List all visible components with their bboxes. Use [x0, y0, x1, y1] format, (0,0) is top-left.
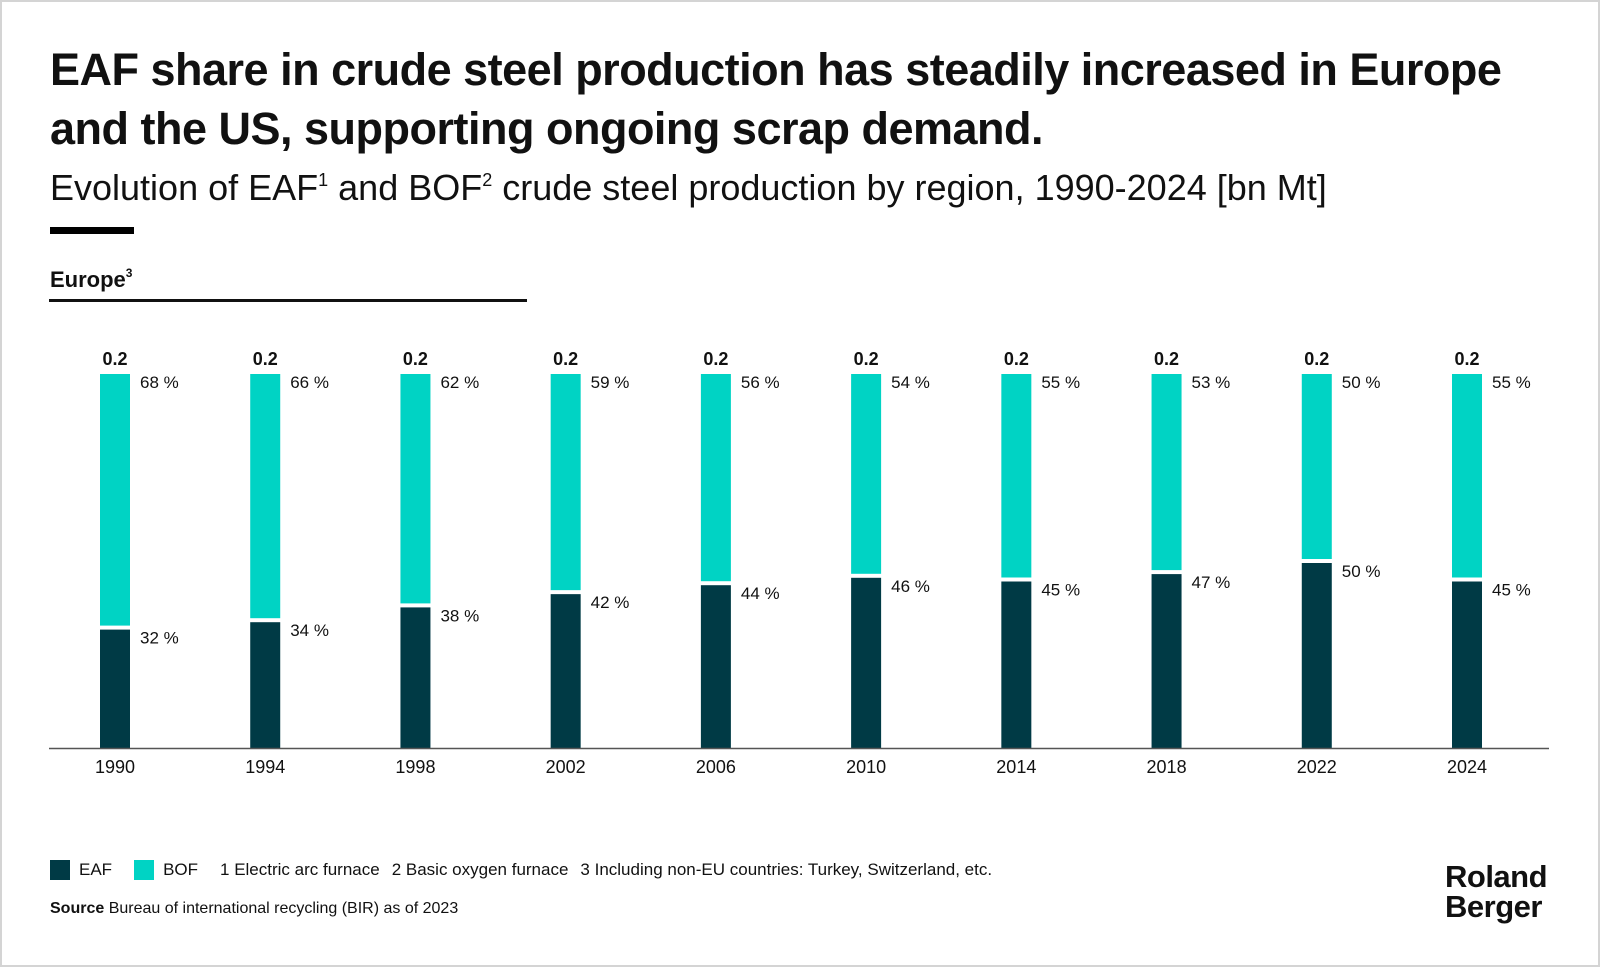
legend-swatch-bof	[134, 860, 155, 880]
eaf-share-label: 45 %	[1041, 581, 1080, 600]
legend-item-eaf: EAF	[50, 860, 112, 880]
total-label: 0.2	[102, 349, 127, 369]
bar-eaf-2010	[851, 577, 882, 748]
source-note: Source Bureau of international recycling…	[50, 900, 458, 918]
eaf-share-label: 32 %	[140, 629, 179, 648]
chart-title: EAF share in crude steel production has …	[50, 44, 1502, 154]
subtitle-footnote-1: 1	[318, 170, 329, 190]
footnote-2: 2 Basic oxygen furnace	[391, 860, 569, 879]
bar-eaf-2022	[1301, 563, 1332, 748]
bar-bof-2010	[851, 374, 882, 574]
x-tick-label: 2014	[996, 757, 1036, 777]
bof-share-label: 55 %	[1041, 373, 1080, 392]
bar-bof-2014	[1001, 374, 1032, 578]
eaf-share-label: 34 %	[290, 621, 329, 640]
subtitle-footnote-2: 2	[482, 170, 493, 190]
eaf-share-label: 47 %	[1192, 573, 1231, 592]
bof-share-label: 62 %	[440, 373, 479, 392]
bof-share-label: 55 %	[1492, 373, 1531, 392]
bar-eaf-1990	[100, 629, 130, 748]
bof-share-label: 53 %	[1192, 373, 1231, 392]
x-tick-label: 1990	[95, 757, 135, 777]
bar-eaf-2014	[1001, 581, 1032, 748]
subtitle-part-a: Evolution of EAF	[50, 167, 319, 208]
bar-bof-1990	[100, 374, 130, 626]
x-tick-label: 2010	[846, 757, 886, 777]
total-label: 0.2	[703, 349, 728, 369]
bar-bof-1998	[400, 374, 431, 604]
bof-share-label: 59 %	[591, 373, 630, 392]
x-tick-label: 1998	[395, 757, 435, 777]
total-label: 0.2	[403, 349, 428, 369]
source-text: Bureau of international recycling (BIR) …	[104, 900, 459, 917]
bar-eaf-2006	[700, 585, 731, 748]
chart-subtitle: Evolution of EAF1 and BOF2 crude steel p…	[50, 158, 1570, 210]
bar-bof-1994	[250, 374, 281, 619]
bar-eaf-2002	[550, 594, 581, 748]
bar-bof-2002	[550, 374, 581, 591]
x-tick-label: 1994	[245, 757, 285, 777]
eaf-share-label: 45 %	[1492, 581, 1531, 600]
bof-share-label: 56 %	[741, 373, 780, 392]
legend: EAF BOF 1 Electric arc furnace 2 Basic o…	[50, 860, 1004, 880]
title-accent-rule	[50, 227, 134, 234]
bar-eaf-2018	[1151, 574, 1182, 748]
total-label: 0.2	[854, 349, 879, 369]
source-label: Source	[50, 900, 105, 917]
logo-line-1: Roland	[1445, 859, 1548, 894]
bar-bof-2024	[1452, 374, 1482, 578]
eaf-share-label: 44 %	[741, 584, 780, 603]
x-tick-label: 2002	[546, 757, 586, 777]
legend-swatch-eaf	[50, 860, 70, 880]
legend-label-bof: BOF	[163, 860, 199, 879]
x-tick-label: 2006	[696, 757, 736, 777]
x-tick-label: 2024	[1447, 757, 1487, 777]
eaf-share-label: 42 %	[591, 593, 630, 612]
region-underline	[49, 299, 527, 302]
logo-line-2: Berger	[1445, 889, 1542, 924]
roland-berger-logo: Roland Berger	[1445, 859, 1548, 924]
legend-label-eaf: EAF	[79, 860, 113, 879]
bof-share-label: 54 %	[891, 373, 930, 392]
bar-eaf-1994	[250, 622, 281, 748]
footnote-1: 1 Electric arc furnace	[220, 860, 380, 879]
bar-bof-2006	[700, 374, 731, 582]
bof-share-label: 50 %	[1342, 373, 1381, 392]
eaf-share-label: 46 %	[891, 577, 930, 596]
total-label: 0.2	[1304, 349, 1329, 369]
x-tick-label: 2022	[1297, 757, 1337, 777]
region-label: Europe	[50, 267, 126, 292]
total-label: 0.2	[553, 349, 578, 369]
region-heading: Europe3	[50, 266, 132, 293]
subtitle-part-b: and BOF	[328, 167, 483, 208]
region-footnote: 3	[125, 266, 133, 280]
total-label: 0.2	[1154, 349, 1179, 369]
eaf-share-label: 38 %	[440, 606, 479, 625]
bof-share-label: 66 %	[290, 373, 329, 392]
total-label: 0.2	[253, 349, 278, 369]
subtitle-part-c: crude steel production by region, 1990-2…	[492, 167, 1327, 208]
total-label: 0.2	[1004, 349, 1029, 369]
legend-item-bof: BOF	[134, 860, 198, 880]
x-tick-label: 2018	[1147, 757, 1187, 777]
bar-eaf-2024	[1452, 581, 1482, 748]
bof-share-label: 68 %	[140, 373, 179, 392]
total-label: 0.2	[1454, 349, 1479, 369]
bar-bof-2022	[1301, 374, 1332, 559]
bar-eaf-1998	[400, 607, 431, 748]
eaf-share-label: 50 %	[1342, 562, 1381, 581]
bar-bof-2018	[1151, 374, 1182, 571]
footnote-3: 3 Including non-EU countries: Turkey, Sw…	[580, 860, 993, 879]
